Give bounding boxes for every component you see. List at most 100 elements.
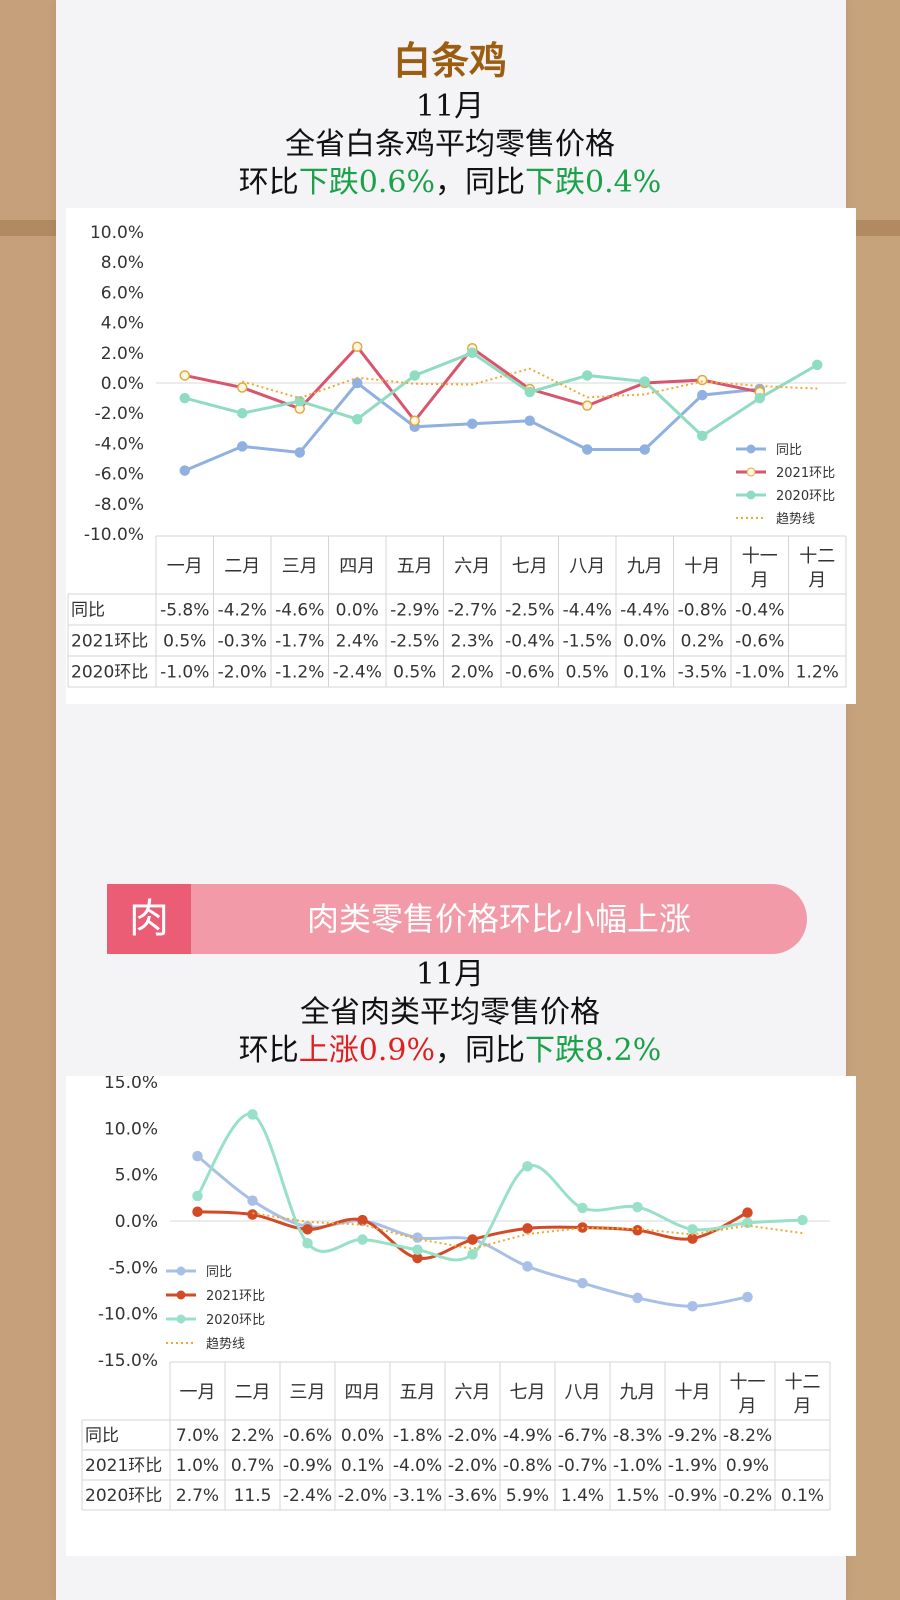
table-cell: 0.9%	[726, 1456, 769, 1476]
y-tick-label: -6.0%	[95, 465, 144, 485]
legend-label: 2021环比	[206, 1289, 265, 1304]
table-cell: 2.3%	[451, 632, 494, 652]
legend-marker	[746, 490, 756, 500]
meat-banner: 肉 肉类零售价格环比小幅上涨	[107, 884, 807, 954]
legend-label: 同比	[776, 443, 802, 458]
summary-line-2: 环比上涨0.9%，同比下跌8.2%	[0, 1032, 900, 1070]
left-border	[0, 0, 56, 1600]
table-cell: -2.9%	[390, 601, 439, 621]
data-point	[522, 1223, 533, 1234]
table-cell: 2.4%	[336, 632, 379, 652]
table-cell: -2.0%	[338, 1486, 387, 1506]
chart-2: 15.0% 10.0% 5.0% 0.0% -5.0% -10.0% -15.0% 同比 202…	[66, 1073, 856, 1556]
table-cell: 0.5%	[566, 663, 609, 683]
y-tick-label: -2.0%	[95, 404, 144, 424]
y-tick-label: 15.0%	[104, 1076, 158, 1093]
x-tick-label: 一月	[167, 556, 203, 577]
trend-line	[241, 367, 818, 400]
data-point	[192, 1190, 203, 1202]
table-cell: -0.3%	[218, 632, 267, 652]
table-cell: 1.2%	[796, 663, 839, 683]
x-tick-label: 一月	[180, 1382, 216, 1403]
table-cell: -0.9%	[283, 1456, 332, 1476]
y-tick-label: 8.0%	[101, 253, 144, 273]
data-point	[582, 370, 593, 381]
data-point	[409, 415, 420, 426]
data-point	[697, 430, 708, 442]
data-point	[522, 1261, 533, 1272]
table-cell: -0.4%	[735, 601, 784, 621]
x-tick-label: 十二	[799, 546, 835, 567]
table-cell: -1.7%	[275, 632, 324, 652]
table-cell: 0.0%	[623, 632, 666, 652]
data-point	[524, 386, 535, 398]
table-cell: -9.2%	[668, 1426, 717, 1446]
row-header: 2020环比	[71, 663, 148, 683]
data-point	[357, 1214, 368, 1226]
y-tick-label: 10.0%	[90, 223, 144, 243]
mom-value: 0.6%	[358, 165, 435, 200]
legend-marker	[176, 1290, 186, 1300]
data-point	[467, 1234, 478, 1245]
data-point	[357, 1234, 368, 1245]
row-header: 2021环比	[71, 632, 148, 652]
x-tick-label-cont: 月	[751, 570, 769, 591]
data-point	[797, 1214, 808, 1226]
banner-char: 肉	[107, 884, 191, 954]
table-cell: -3.6%	[448, 1486, 497, 1506]
x-tick-label: 十月	[675, 1382, 711, 1403]
table-cell: 0.5%	[163, 632, 206, 652]
table-cell: -4.6%	[275, 601, 324, 621]
x-tick-label: 二月	[235, 1382, 271, 1403]
table-cell: -1.2%	[275, 663, 324, 683]
table-cell: 1.0%	[176, 1456, 219, 1476]
x-tick-label: 十二	[785, 1372, 821, 1393]
table-cell: 0.2%	[681, 632, 724, 652]
y-tick-label: -8.0%	[95, 495, 144, 515]
data-point	[522, 1161, 533, 1172]
y-tick-label: -10.0%	[98, 1305, 158, 1325]
month-label: 11月	[415, 89, 485, 124]
summary-separator: ，同比	[435, 165, 525, 200]
yoy-direction: 下跌	[525, 165, 585, 200]
y-tick-label: 4.0%	[101, 314, 144, 334]
table-cell: 7.0%	[176, 1426, 219, 1446]
table-cell: 1.5%	[616, 1486, 659, 1506]
section-title: 白条鸡	[392, 39, 507, 83]
data-point	[237, 441, 248, 452]
table-cell: 1.4%	[561, 1486, 604, 1506]
data-point	[237, 407, 248, 419]
mom-value-2: 0.9%	[358, 1033, 435, 1068]
x-tick-label: 九月	[627, 556, 663, 577]
yoy-value-2: 8.2%	[585, 1033, 662, 1068]
table-cell: 2.7%	[176, 1486, 219, 1506]
data-point	[412, 1232, 423, 1243]
data-point	[179, 370, 190, 381]
data-point	[247, 1109, 258, 1120]
x-tick-label: 八月	[565, 1382, 601, 1403]
y-tick-label: -4.0%	[95, 434, 144, 454]
data-point	[742, 1217, 753, 1229]
data-point	[352, 413, 363, 425]
table-cell: 0.0%	[336, 601, 379, 621]
x-tick-label: 四月	[339, 556, 375, 577]
summary-separator-2: ，同比	[435, 1033, 525, 1068]
legend-label: 趋势线	[776, 511, 815, 527]
x-tick-label: 十一	[742, 546, 778, 567]
table-cell: -2.4%	[283, 1486, 332, 1506]
table-cell: 0.5%	[393, 663, 436, 683]
table-cell: 0.1%	[341, 1456, 384, 1476]
legend-label: 2021环比	[776, 466, 835, 481]
yoy-direction-2: 下跌	[525, 1033, 585, 1068]
x-tick-label-cont: 月	[794, 1396, 812, 1417]
data-point	[687, 1224, 698, 1235]
table-cell: 0.0%	[341, 1426, 384, 1446]
chart-subtitle: 全省白条鸡平均零售价格	[285, 127, 615, 162]
x-tick-label: 六月	[454, 556, 490, 577]
data-point	[352, 377, 363, 389]
legend-marker	[176, 1266, 186, 1276]
x-tick-label: 三月	[290, 1382, 326, 1403]
data-point	[687, 1233, 698, 1244]
table-cell: -4.0%	[393, 1456, 442, 1476]
table-cell: -8.3%	[613, 1426, 662, 1446]
